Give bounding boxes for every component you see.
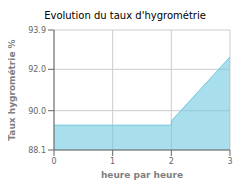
svg-text:Taux hygrométrie %: Taux hygrométrie % — [8, 39, 17, 140]
svg-text:heure par heure: heure par heure — [101, 170, 183, 180]
svg-text:3: 3 — [227, 157, 232, 166]
svg-text:90.0: 90.0 — [28, 107, 46, 116]
svg-text:92.0: 92.0 — [28, 65, 46, 74]
svg-text:93.9: 93.9 — [28, 26, 46, 35]
html-text:Evolution du taux d'hygrométri: Evolution du taux d'hygrométrie — [44, 10, 206, 21]
svg-text:1: 1 — [110, 157, 115, 166]
svg-text:0: 0 — [51, 157, 56, 166]
svg-text:2: 2 — [169, 157, 174, 166]
svg-text:88.1: 88.1 — [28, 146, 46, 155]
